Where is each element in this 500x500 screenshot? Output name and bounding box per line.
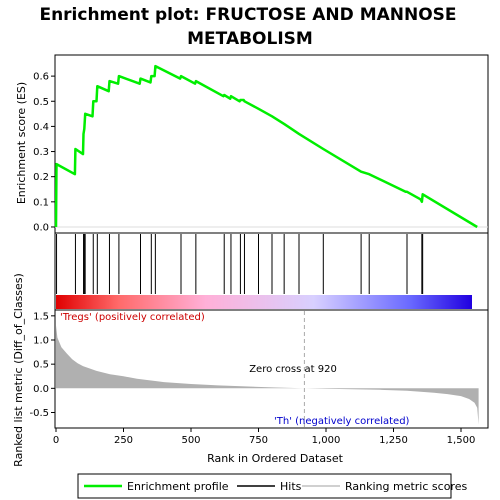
es-y-tick-label: 0.1 xyxy=(33,197,49,208)
x-tick-label: 1,000 xyxy=(312,435,341,446)
enrichment-profile-line xyxy=(54,64,478,229)
metric-y-tick-label: -0.5 xyxy=(29,408,49,419)
x-tick-label: 750 xyxy=(249,435,268,446)
legend-label-ranking-metric: Ranking metric scores xyxy=(345,480,467,493)
es-y-tick-label: 0.4 xyxy=(33,122,49,133)
es-y-tick-label: 0.0 xyxy=(33,222,49,233)
x-tick-label: 500 xyxy=(181,435,200,446)
metric-y-tick-label: 0.0 xyxy=(33,384,49,395)
chart-title-line-1: Enrichment plot: FRUCTOSE AND MANNOSE xyxy=(39,5,456,25)
x-axis: 0 250 500 750 1,000 1,250 1,500 xyxy=(53,428,476,446)
es-y-tick-label: 0.6 xyxy=(33,72,49,83)
metric-plot-frame xyxy=(54,309,489,429)
zero-cross-label: Zero cross at 920 xyxy=(249,364,337,375)
metric-y-tick-label: 1.5 xyxy=(33,311,49,322)
es-y-axis: 0.0 0.1 0.2 0.3 0.4 0.5 0.6 xyxy=(33,72,55,233)
x-tick-label: 0 xyxy=(53,435,59,446)
x-axis-label: Rank in Ordered Dataset xyxy=(207,452,344,465)
x-tick-label: 1,500 xyxy=(447,435,476,446)
legend-label-hits: Hits xyxy=(280,480,302,493)
metric-y-tick-label: 1.0 xyxy=(33,336,49,347)
positive-correlation-label: 'Tregs' (positively correlated) xyxy=(60,312,205,323)
hits-group xyxy=(56,234,424,294)
es-plot-frame xyxy=(54,54,489,234)
metric-y-tick-label: 0.5 xyxy=(33,360,49,371)
es-y-axis-label: Enrichment score (ES) xyxy=(15,82,28,204)
chart-title-line-2: METABOLISM xyxy=(187,29,313,49)
es-y-tick-label: 0.5 xyxy=(33,97,49,108)
metric-y-axis: -0.5 0.0 0.5 1.0 1.5 xyxy=(29,311,55,419)
negative-correlation-label: 'Th' (negatively correlated) xyxy=(274,416,410,427)
es-y-tick-label: 0.3 xyxy=(33,147,49,158)
legend-label-enrichment-profile: Enrichment profile xyxy=(127,480,229,493)
metric-y-axis-label: Ranked list metric (Diff_of_Classes) xyxy=(12,273,25,467)
x-tick-label: 1,250 xyxy=(379,435,408,446)
es-y-tick-label: 0.2 xyxy=(33,172,49,183)
x-tick-label: 250 xyxy=(114,435,133,446)
ranking-color-bar xyxy=(56,295,472,309)
